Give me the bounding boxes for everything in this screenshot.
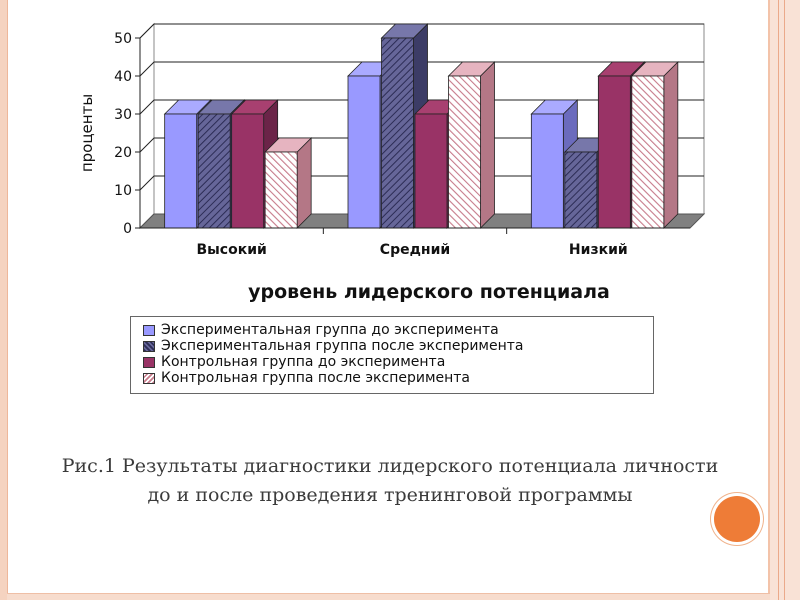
gridline <box>139 23 704 39</box>
x-tick-label: Высокий <box>196 242 266 258</box>
figure-caption: Рис.1 Результаты диагностики лидерского … <box>20 452 760 510</box>
x-tick-label: Средний <box>380 242 450 258</box>
bar-front <box>231 113 265 229</box>
y-tick-label: 30 <box>114 107 132 123</box>
legend-item: Экспериментальная группа до эксперимента <box>143 322 653 338</box>
slide-frame-left <box>0 0 8 600</box>
y-tick-label: 40 <box>114 69 132 85</box>
legend-swatch <box>143 372 155 384</box>
y-tick-label: 0 <box>123 221 132 237</box>
bar-front <box>530 113 564 229</box>
legend-swatch <box>143 324 155 336</box>
bar-front <box>448 75 481 229</box>
legend-label: Контрольная группа после эксперимента <box>161 370 471 386</box>
x-tick-label: Низкий <box>569 242 628 258</box>
slide-frame-right <box>768 0 800 600</box>
decorative-circle <box>714 496 760 542</box>
x-axis-label: уровень лидерского потенциала <box>248 281 610 303</box>
bar-front <box>164 113 198 229</box>
bar-chart: 0 10 20 30 40 50 Высокий Средний Низкий проценты у… <box>78 22 706 303</box>
legend-item: Экспериментальная группа после экспериме… <box>143 338 653 354</box>
bar <box>630 61 679 229</box>
legend-label: Экспериментальная группа до эксперимента <box>161 322 499 338</box>
y-axis-label: проценты <box>78 94 96 172</box>
slide-frame-bottom <box>7 593 770 600</box>
bar-front <box>414 113 448 229</box>
y-tick-label: 50 <box>114 31 132 47</box>
bar <box>264 137 313 229</box>
bar-front <box>197 113 231 229</box>
bar-side <box>663 61 679 229</box>
caption-line-2: до и после проведения тренинговой програ… <box>147 484 633 506</box>
bar-side <box>480 61 495 229</box>
y-tick-label: 10 <box>114 183 132 199</box>
legend-swatch <box>143 340 155 352</box>
gridline <box>139 137 704 153</box>
bar-front <box>381 37 414 229</box>
bar-front <box>347 75 381 229</box>
bar-front <box>564 151 598 229</box>
gridline <box>139 175 704 191</box>
caption-line-1: Рис.1 Результаты диагностики лидерского … <box>61 455 719 477</box>
chart-side-wall <box>139 22 155 230</box>
bar <box>447 61 496 229</box>
bar-front <box>631 75 665 229</box>
legend-label: Контрольная группа до эксперимента <box>161 354 446 370</box>
gridline <box>139 99 704 115</box>
y-tick-label: 20 <box>114 145 132 161</box>
bar-front <box>264 151 298 229</box>
legend-item: Контрольная группа после эксперимента <box>143 370 653 386</box>
legend-swatch <box>143 356 155 368</box>
bar-side <box>296 137 312 229</box>
chart-legend: Экспериментальная группа до эксперимента… <box>130 316 654 394</box>
legend-item: Контрольная группа до эксперимента <box>143 354 653 370</box>
gridline <box>139 61 704 77</box>
bar-front <box>597 75 631 229</box>
legend-label: Экспериментальная группа после экспериме… <box>161 338 524 354</box>
